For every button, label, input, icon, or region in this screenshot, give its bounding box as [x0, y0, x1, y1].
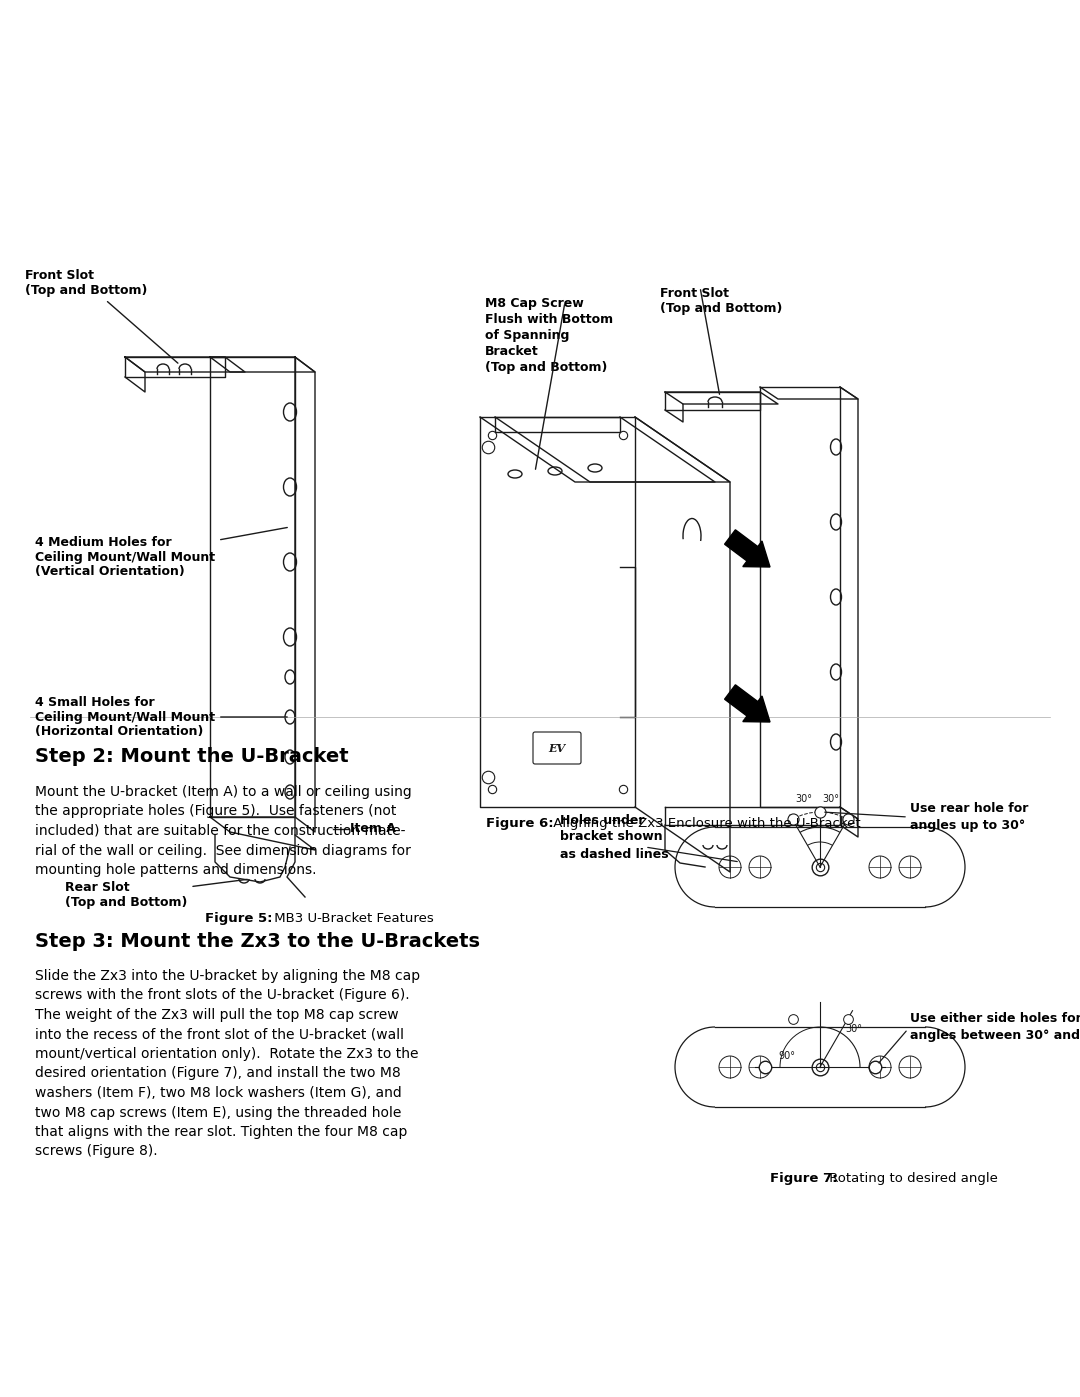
Text: 4 Small Holes for
Ceiling Mount/Wall Mount
(Horizontal Orientation): 4 Small Holes for Ceiling Mount/Wall Mou…: [35, 696, 287, 739]
Text: Holes under
bracket shown
as dashed lines: Holes under bracket shown as dashed line…: [561, 813, 669, 861]
Text: 4 Medium Holes for
Ceiling Mount/Wall Mount
(Vertical Orientation): 4 Medium Holes for Ceiling Mount/Wall Mo…: [35, 528, 287, 578]
Text: Step 3: Mount the Zx3 to the U-Brackets: Step 3: Mount the Zx3 to the U-Brackets: [35, 932, 480, 951]
Text: MB3 U-Bracket Features: MB3 U-Bracket Features: [270, 912, 434, 925]
Text: Mount the U-bracket (Item A) to a wall or ceiling using
the appropriate holes (F: Mount the U-bracket (Item A) to a wall o…: [35, 785, 411, 877]
Text: 30°: 30°: [795, 793, 812, 805]
Text: Front Slot
(Top and Bottom): Front Slot (Top and Bottom): [25, 270, 178, 363]
Text: Item A: Item A: [350, 823, 396, 835]
Text: Step 2: Mount the U-Bracket: Step 2: Mount the U-Bracket: [35, 747, 349, 766]
Text: Rotating to desired angle: Rotating to desired angle: [825, 1172, 998, 1185]
Text: Aligning the Zx3 Enclosure with the U-Bracket: Aligning the Zx3 Enclosure with the U-Br…: [549, 817, 861, 830]
Text: EV: EV: [549, 742, 566, 753]
Text: Slide the Zx3 into the U-bracket by aligning the M8 cap
screws with the front sl: Slide the Zx3 into the U-bracket by alig…: [35, 970, 420, 1158]
Text: Use either side holes for
angles between 30° and 90°: Use either side holes for angles between…: [910, 1011, 1080, 1042]
FancyArrow shape: [725, 685, 770, 722]
Text: 90°: 90°: [778, 1051, 795, 1060]
FancyArrow shape: [725, 529, 770, 567]
Text: Figure 6:: Figure 6:: [486, 817, 554, 830]
Text: Use rear hole for
angles up to 30°: Use rear hole for angles up to 30°: [910, 802, 1028, 833]
Text: Figure 5:: Figure 5:: [205, 912, 272, 925]
Text: M8 Cap Screw
Flush with Bottom
of Spanning
Bracket
(Top and Bottom): M8 Cap Screw Flush with Bottom of Spanni…: [485, 298, 613, 374]
Text: 30°: 30°: [845, 1024, 862, 1034]
Text: 30°: 30°: [822, 793, 839, 805]
Text: Figure 7:: Figure 7:: [770, 1172, 837, 1185]
Text: Front Slot
(Top and Bottom): Front Slot (Top and Bottom): [660, 286, 782, 314]
Text: Rear Slot
(Top and Bottom): Rear Slot (Top and Bottom): [65, 879, 247, 909]
